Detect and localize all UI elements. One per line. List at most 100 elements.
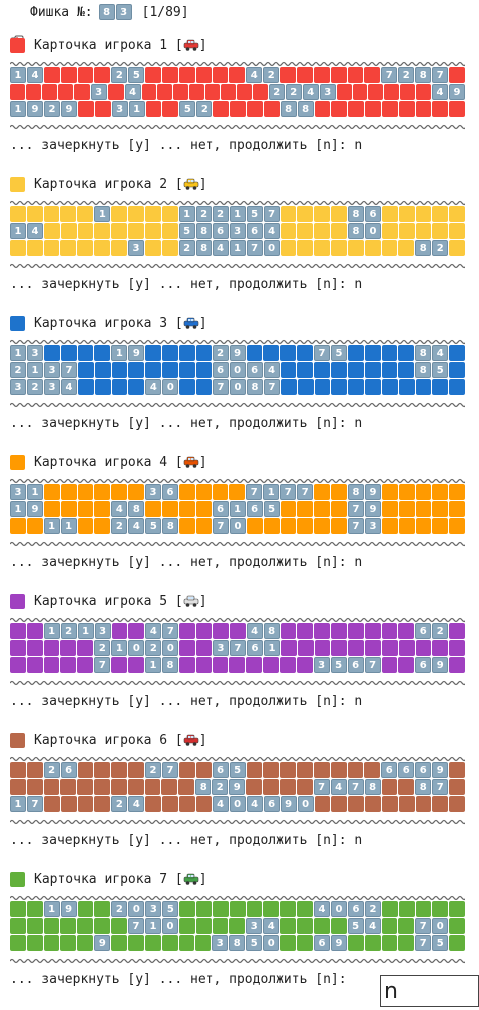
number-digit: 8 (297, 101, 314, 117)
empty-cell (26, 762, 43, 778)
number-digit: 1 (111, 345, 128, 361)
empty-cell (94, 67, 111, 83)
empty-cell (297, 67, 313, 83)
number-digit: 8 (415, 345, 432, 361)
empty-cell (230, 101, 246, 117)
number-digit: 1 (94, 206, 111, 222)
color-square-icon (10, 871, 25, 887)
card-title: Карточка игрока 1 [] (10, 36, 465, 54)
color-square-icon (10, 454, 25, 470)
player-card-4: Карточка игрока 4 [] 3 1 3 6 7 1 7 7 8 9 1 9 4 8 6 1 6 5 7 9… (9, 453, 467, 571)
empty-cell (330, 67, 347, 83)
number-digit: 4 (330, 779, 347, 795)
number-digit: 1 (43, 623, 60, 639)
empty-cell (246, 101, 263, 117)
empty-cell (381, 623, 398, 639)
number-digit: 0 (364, 223, 381, 239)
empty-cell (161, 935, 178, 951)
empty-cell (178, 779, 195, 795)
number-digit: 3 (212, 935, 229, 951)
number-digit: 1 (10, 501, 26, 517)
empty-cell (449, 206, 466, 222)
number-digit: 5 (330, 345, 347, 361)
truck-icon (183, 455, 199, 469)
empty-cell (236, 84, 252, 100)
empty-cell (229, 657, 246, 673)
empty-cell (141, 84, 157, 100)
chip-digit: 3 (115, 4, 132, 20)
empty-cell (94, 901, 111, 917)
number-digit: 7 (27, 796, 43, 812)
number-digit: 5 (162, 901, 179, 917)
empty-cell (449, 935, 466, 951)
number-digit: 6 (415, 657, 432, 673)
empty-cell (73, 84, 90, 100)
empty-cell (178, 762, 195, 778)
empty-cell (331, 484, 347, 500)
empty-cell (398, 518, 415, 534)
empty-cell (381, 901, 398, 917)
empty-cell (415, 379, 432, 395)
empty-cell (77, 657, 94, 673)
empty-cell (111, 623, 128, 639)
empty-cell (297, 379, 314, 395)
empty-cell (111, 362, 128, 378)
number-digit: 4 (111, 501, 128, 517)
number-digit: 0 (330, 901, 347, 917)
empty-cell (77, 918, 94, 934)
empty-cell (347, 623, 364, 639)
number-digit: 9 (94, 935, 111, 951)
number-digit: 7 (161, 762, 178, 778)
player-card-5: Карточка игрока 5 [] 1 2 1 3 4 7 4 8 6 2 2 1 0 2 0 3 7 6 1 7… (9, 592, 467, 710)
empty-cell (246, 518, 263, 534)
empty-cell (449, 67, 466, 83)
empty-cell (449, 657, 466, 673)
empty-cell (26, 240, 43, 256)
number-digit: 3 (27, 345, 43, 361)
empty-cell (398, 935, 415, 951)
wave-divider (9, 891, 467, 901)
empty-cell (398, 362, 415, 378)
number-digit: 2 (268, 84, 285, 100)
number-digit: 8 (415, 240, 432, 256)
number-digit: 6 (313, 935, 330, 951)
empty-cell (60, 501, 77, 517)
empty-cell (263, 901, 280, 917)
empty-cell (432, 640, 449, 656)
empty-cell (128, 379, 145, 395)
empty-cell (449, 223, 466, 239)
empty-cell (128, 657, 144, 673)
strike-prompt: ... зачеркнуть [y] ... нет, продолжить [… (10, 554, 363, 570)
empty-cell (415, 640, 432, 656)
card-title: Карточка игрока 7 [] (10, 870, 465, 888)
empty-cell (144, 779, 161, 795)
empty-cell (221, 84, 236, 100)
number-digit: 0 (297, 796, 314, 812)
answer-input[interactable]: n (380, 975, 479, 1007)
number-digit: 6 (364, 206, 381, 222)
number-digit: 8 (162, 518, 179, 534)
empty-cell (381, 223, 398, 239)
number-digit: 2 (432, 240, 449, 256)
number-digit: 0 (229, 518, 246, 534)
number-digit: 7 (212, 518, 229, 534)
empty-cell (10, 518, 26, 534)
empty-cell (398, 379, 415, 395)
number-digit: 3 (364, 518, 381, 534)
empty-cell (347, 762, 364, 778)
empty-cell (280, 623, 297, 639)
empty-cell (280, 67, 297, 83)
